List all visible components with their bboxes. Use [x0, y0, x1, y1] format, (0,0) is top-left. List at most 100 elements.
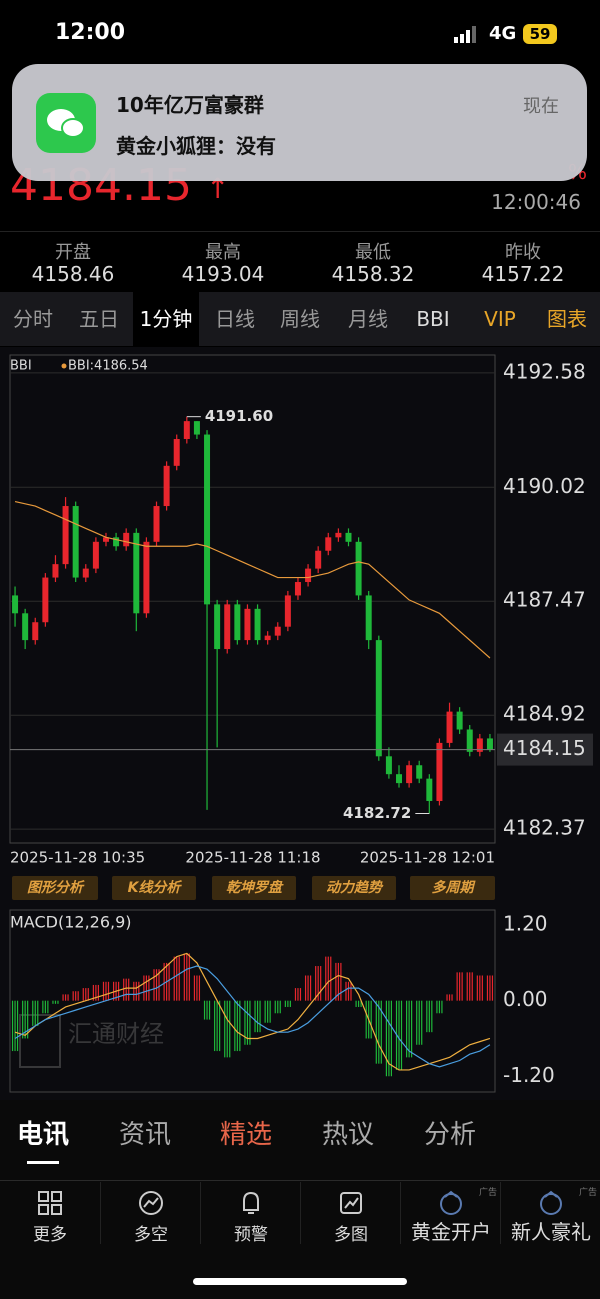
stat-value: 4157.22 — [481, 262, 565, 286]
candle-body — [284, 595, 291, 627]
candle-body — [325, 537, 332, 551]
chart-bg — [0, 347, 600, 1100]
legend-dot — [61, 363, 67, 369]
x-tick-label: 2025-11-28 11:18 — [185, 849, 320, 867]
news-tab[interactable]: 分析 — [423, 1120, 476, 1150]
candle-body — [42, 577, 49, 623]
period-tab[interactable]: 分时 — [13, 307, 53, 331]
watermark-icon — [19, 1014, 61, 1068]
nav-label: 更多 — [33, 1225, 67, 1245]
candle-body — [456, 711, 463, 730]
candle-body — [32, 622, 39, 641]
notification-time: 现在 — [523, 96, 559, 117]
stat-label: 开盘 — [55, 242, 91, 263]
nav-icon — [38, 1191, 62, 1215]
nav-icon — [440, 1190, 462, 1215]
tool-button[interactable]: 动力趋势 — [312, 876, 396, 900]
candle-body — [476, 738, 483, 752]
last-price-box — [497, 733, 593, 766]
news-tab[interactable]: 电讯 — [16, 1120, 69, 1150]
stat-value: 4158.46 — [31, 262, 115, 286]
candle-body — [52, 564, 59, 578]
candle-body — [385, 756, 392, 775]
period-tab[interactable]: 1分钟 — [133, 292, 199, 346]
notification-message: 黄金小狐狸：没有 — [116, 134, 276, 158]
tool-button[interactable]: K线分析 — [112, 876, 196, 900]
stat-label: 最高 — [205, 242, 241, 263]
period-tab[interactable]: 图表 — [547, 307, 587, 331]
nav-icon — [540, 1190, 562, 1215]
nav-icon — [243, 1191, 259, 1214]
candle-body — [92, 541, 99, 569]
candle-body — [315, 550, 322, 569]
main-panel — [9, 354, 496, 844]
y-tick-label: 4184.92 — [503, 702, 586, 726]
candle-body — [62, 506, 69, 565]
nav-item[interactable]: 多空 — [100, 1182, 201, 1245]
candle-body — [133, 532, 140, 614]
candle-body — [183, 421, 190, 440]
candle-body — [113, 537, 120, 547]
candle-body — [123, 532, 130, 547]
ad-tag: 广告 — [578, 1188, 597, 1198]
candle-body — [264, 635, 271, 641]
tool-button[interactable]: 多周期 — [410, 876, 495, 900]
candle-body — [153, 506, 160, 542]
candle-body — [396, 774, 403, 784]
candle-body — [294, 582, 301, 596]
nav-label: 黄金开户 — [411, 1220, 491, 1244]
legend-name: BBI — [10, 359, 32, 374]
macd-line — [14, 965, 491, 1068]
period-tab[interactable]: BBI — [416, 307, 450, 331]
period-tab[interactable]: 月线 — [348, 307, 388, 331]
candle-body — [12, 595, 19, 614]
candle-body — [274, 626, 281, 636]
quote-time: 12:00:46 — [491, 190, 581, 214]
nav-label: 多图 — [334, 1225, 368, 1245]
nav-item[interactable]: 预警 — [200, 1182, 301, 1245]
candle-body — [224, 604, 231, 650]
candle-body — [234, 604, 241, 641]
candle-body — [244, 608, 251, 641]
candle-body — [254, 608, 261, 641]
macd-line — [14, 952, 491, 1071]
candle-body — [375, 640, 382, 757]
home-indicator — [193, 1278, 407, 1285]
divider — [0, 231, 600, 232]
x-tick-label: 2025-11-28 10:35 — [10, 849, 145, 867]
ad-tag: 广告 — [478, 1188, 497, 1198]
candle-body — [466, 729, 473, 752]
tool-button[interactable]: 乾坤罗盘 — [212, 876, 296, 900]
nav-item[interactable]: 黄金开户 广告 — [400, 1182, 501, 1244]
candle-body — [204, 434, 211, 605]
candle-body — [22, 613, 29, 641]
nav-item[interactable]: 更多 — [0, 1182, 100, 1245]
nav-item[interactable]: 新人豪礼 广告 — [500, 1182, 600, 1244]
candle-body — [365, 595, 372, 641]
nav-item[interactable]: 多图 — [300, 1182, 401, 1245]
candle-body — [72, 506, 79, 578]
news-tab[interactable]: 精选 — [219, 1120, 272, 1150]
candle-body — [305, 568, 312, 583]
period-tab[interactable]: 日线 — [215, 307, 255, 331]
annotation: 4191.60 — [205, 407, 273, 425]
news-tab[interactable]: 资讯 — [118, 1120, 171, 1150]
news-tab[interactable]: 热议 — [321, 1120, 374, 1150]
stat-value: 4193.04 — [181, 262, 265, 286]
period-tab[interactable]: VIP — [484, 307, 516, 331]
candle-body — [436, 742, 443, 801]
period-tab[interactable]: 周线 — [280, 307, 320, 331]
legend-value: BBI:4186.54 — [68, 359, 148, 374]
macd-panel — [9, 909, 496, 1093]
notification[interactable]: 10年亿万富豪群 黄金小狐狸：没有 现在 — [12, 64, 587, 181]
period-tab[interactable]: 五日 — [79, 307, 119, 331]
candle-body — [406, 765, 413, 784]
y-tick-label: 4190.02 — [503, 474, 586, 498]
candle-body — [426, 778, 433, 801]
divider — [0, 1180, 600, 1181]
nav-icon — [340, 1192, 362, 1214]
notification-title: 10年亿万富豪群 — [116, 93, 264, 117]
signal-icon — [454, 26, 476, 43]
tool-button[interactable]: 图形分析 — [12, 876, 98, 900]
